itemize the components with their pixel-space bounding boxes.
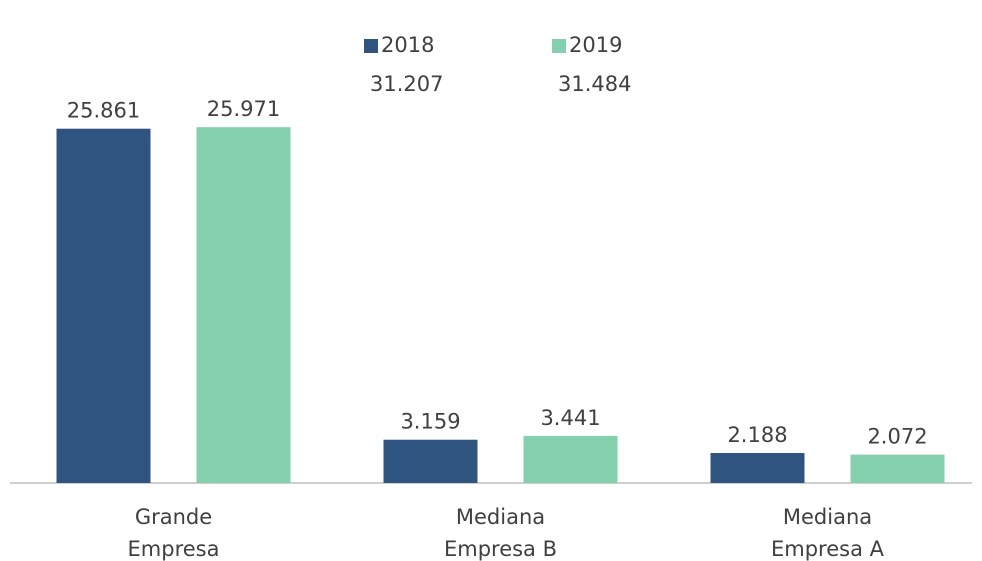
bar (196, 127, 291, 483)
value-label: 3.159 (400, 410, 460, 434)
legend-label: 2018 (381, 33, 434, 57)
bar (383, 439, 478, 483)
bar (710, 453, 805, 483)
value-label: 2.188 (727, 423, 787, 447)
legend-swatch (552, 39, 566, 53)
bar (56, 128, 151, 484)
x-tick-label: Mediana Empresa A (771, 505, 885, 561)
value-label: 3.441 (540, 406, 600, 430)
x-tick-label: Grande Empresa (128, 505, 220, 561)
value-label: 2.072 (867, 425, 927, 449)
series-total: 31.207 (370, 72, 443, 96)
legend-label: 2019 (569, 33, 622, 57)
x-tick-label: Mediana Empresa B (444, 505, 557, 561)
series-total: 31.484 (558, 72, 631, 96)
value-label: 25.861 (67, 99, 140, 123)
bar (523, 435, 618, 483)
value-label: 25.971 (207, 97, 280, 121)
bar (850, 454, 945, 483)
legend-swatch (364, 39, 378, 53)
